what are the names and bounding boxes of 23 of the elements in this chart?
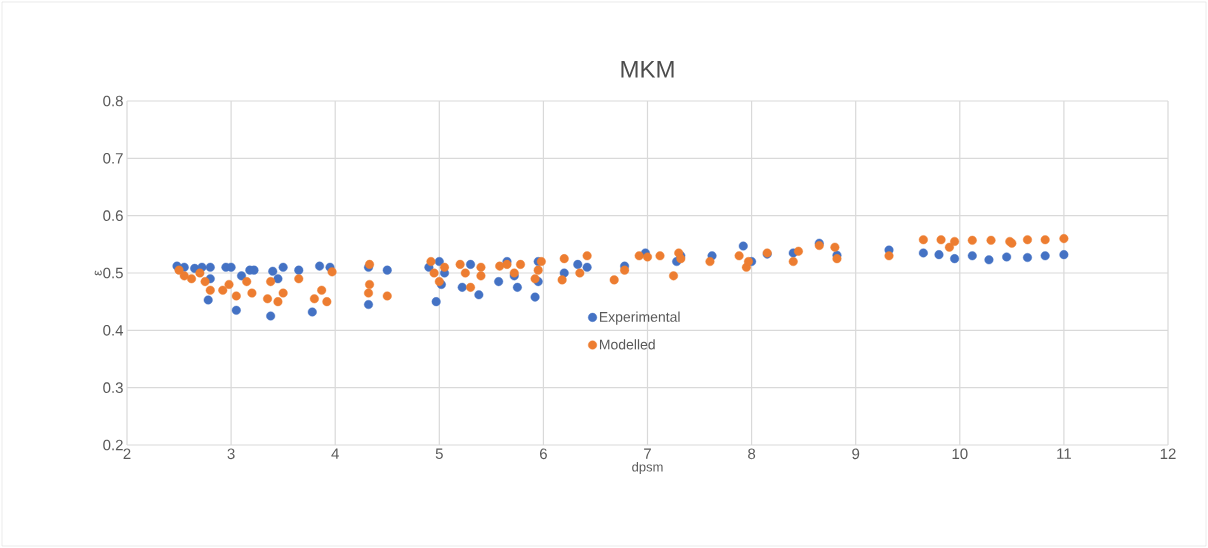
y-tick-label: 0.3 — [103, 382, 123, 393]
x-tick-label: 6 — [540, 448, 547, 460]
x-axis-title: dpsm — [632, 461, 663, 475]
x-tick-label: 7 — [644, 448, 651, 459]
y-axis-title: ε — [94, 270, 102, 276]
chart-title: MKM — [621, 60, 674, 78]
y-tick-label: 0.8 — [103, 95, 123, 107]
x-tick-label: 12 — [1160, 448, 1176, 459]
x-tick-label: 11 — [1057, 448, 1071, 459]
y-tick-label: 0.6 — [103, 210, 123, 221]
x-tick-label: 9 — [852, 448, 860, 460]
y-tick-label: 0.5 — [103, 267, 123, 279]
x-tick-label: 3 — [227, 448, 235, 460]
legend-label: Experimental — [599, 311, 680, 325]
x-tick-label: 10 — [952, 448, 968, 460]
x-tick-label: 4 — [331, 448, 339, 459]
x-tick-label: 8 — [748, 448, 756, 460]
y-tick-label: 0.7 — [103, 153, 123, 164]
x-tick-label: 2 — [123, 448, 131, 459]
y-tick-label: 0.2 — [103, 439, 123, 451]
legend-label: Modelled — [599, 339, 655, 350]
x-tick-label: 5 — [435, 448, 443, 459]
y-tick-label: 0.4 — [103, 325, 124, 336]
